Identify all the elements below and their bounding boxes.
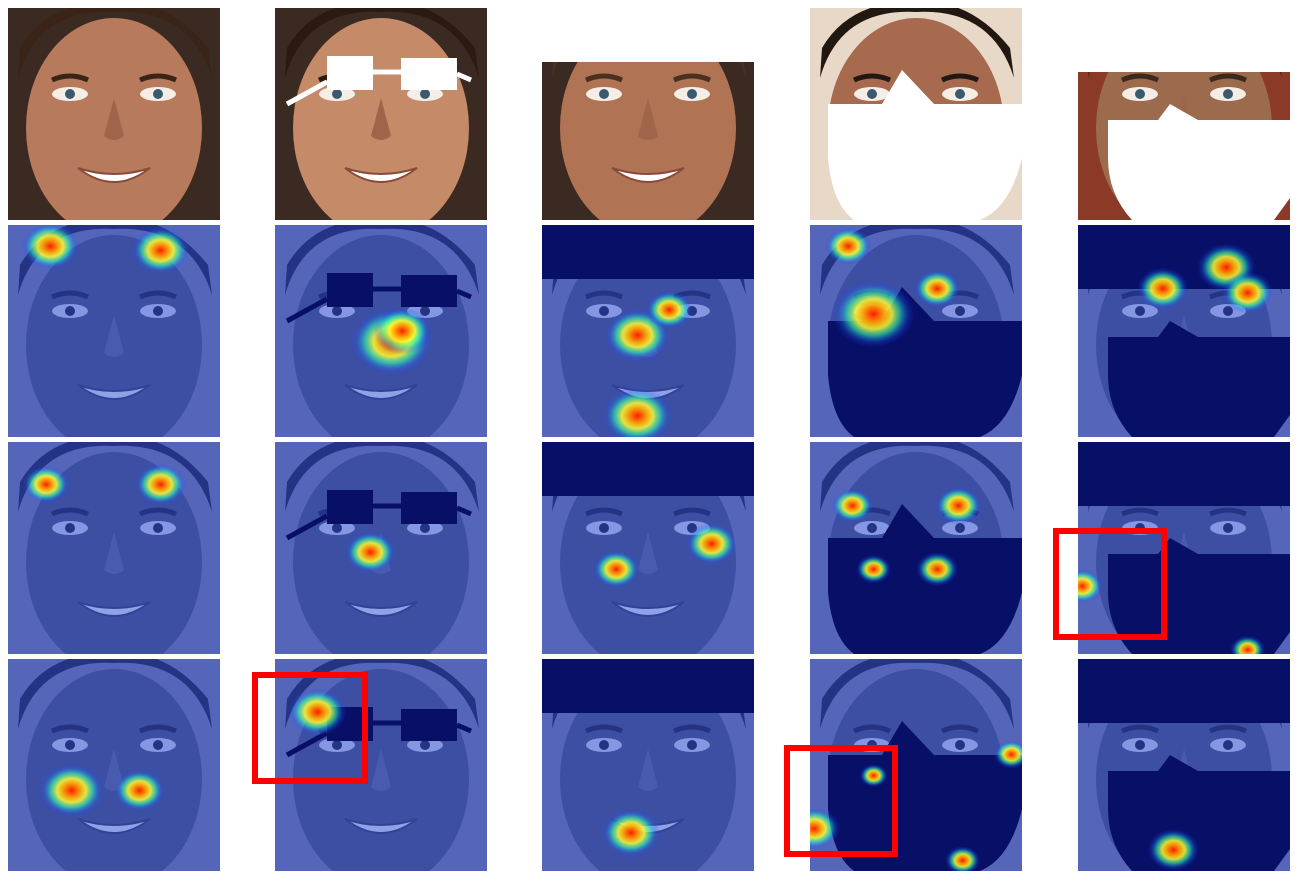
attention-hotspot [113, 769, 166, 812]
attention-hotspot [1221, 271, 1274, 314]
attention-hotspot [810, 807, 840, 850]
attention-hotspot [859, 764, 888, 788]
face-image [1078, 8, 1290, 220]
attention-hotspot [21, 225, 80, 271]
attention-hotspot [993, 740, 1022, 769]
attention-heatmap [8, 225, 220, 437]
attention-heatmap [275, 225, 487, 437]
attention-hotspot [913, 269, 961, 308]
attention-heatmap [810, 659, 1022, 871]
attention-hotspot [601, 808, 661, 857]
attention-heatmap [275, 442, 487, 654]
attention-hotspot [602, 387, 673, 437]
attention-hotspot [1137, 267, 1189, 310]
attention-hotspot [831, 488, 874, 523]
attention-hotspot [373, 307, 432, 355]
attention-hotspot [824, 227, 872, 266]
attention-hotspot [134, 463, 187, 506]
attention-hotspot [832, 280, 915, 348]
attention-heatmap [1078, 442, 1290, 654]
attention-heatmap [1078, 225, 1290, 437]
attention-hotspot [22, 465, 70, 504]
attention-hotspot [288, 688, 347, 736]
attention-hotspot [131, 226, 190, 275]
attention-hotspot [935, 486, 982, 525]
attention-hotspot [685, 522, 738, 565]
attention-hotspot [38, 763, 105, 818]
attention-heatmap [8, 659, 220, 871]
face-image [8, 8, 220, 220]
attention-heatmap [8, 442, 220, 654]
attention-hotspot [856, 554, 892, 584]
attention-heatmap [275, 659, 487, 871]
attention-heatmap [1078, 659, 1290, 871]
attention-heatmap [542, 659, 754, 871]
attention-hotspot [1147, 828, 1200, 871]
face-image [275, 8, 487, 220]
face-image [542, 8, 754, 220]
attention-hotspot [1230, 635, 1266, 654]
attention-hotspot [645, 290, 693, 329]
attention-heatmap [542, 442, 754, 654]
attention-hotspot [592, 550, 640, 589]
attention-heatmap [810, 225, 1022, 437]
attention-hotspot [344, 531, 397, 574]
attention-heatmap [810, 442, 1022, 654]
attention-heatmap [542, 225, 754, 437]
face-image [810, 8, 1022, 220]
attention-hotspot [916, 552, 959, 587]
attention-hotspot [1078, 568, 1104, 604]
attention-hotspot [945, 846, 981, 871]
